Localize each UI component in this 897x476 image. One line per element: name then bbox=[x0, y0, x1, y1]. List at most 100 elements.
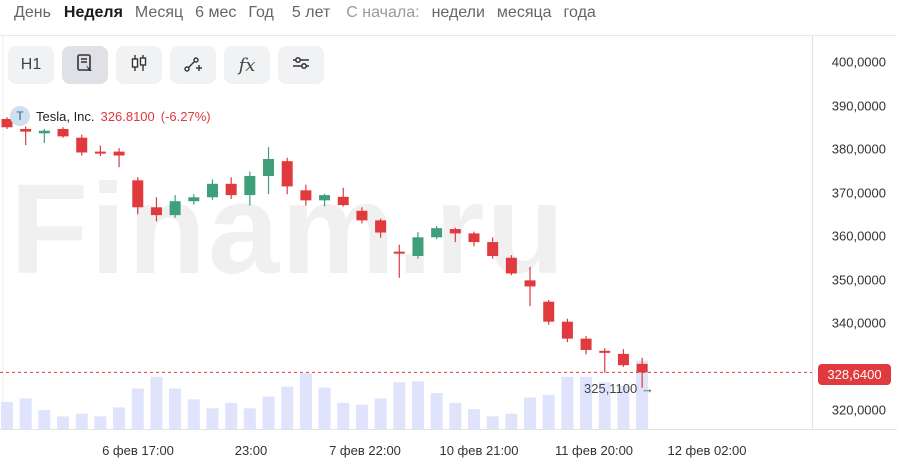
volume-bar bbox=[225, 402, 238, 429]
volume-bar bbox=[113, 407, 126, 429]
candle[interactable] bbox=[599, 348, 611, 373]
candles-icon bbox=[129, 53, 149, 78]
candle[interactable] bbox=[132, 177, 144, 215]
candle[interactable] bbox=[431, 225, 443, 240]
company-logo-letter: T bbox=[16, 109, 24, 123]
period-option[interactable]: 5 лет bbox=[291, 4, 331, 21]
candle-body bbox=[244, 175, 256, 196]
candle-body bbox=[38, 130, 50, 134]
candle[interactable] bbox=[225, 177, 237, 200]
indicators-button[interactable]: fx bbox=[224, 46, 270, 84]
candle-body bbox=[580, 338, 592, 350]
candle[interactable] bbox=[150, 197, 162, 222]
instrument-change: (-6.27%) bbox=[160, 108, 211, 124]
candle-body bbox=[375, 220, 387, 233]
candle[interactable] bbox=[206, 179, 218, 200]
volume-bar bbox=[169, 388, 182, 429]
candle-body bbox=[76, 137, 88, 153]
candle[interactable] bbox=[94, 145, 106, 156]
candle[interactable] bbox=[487, 237, 499, 259]
candle[interactable] bbox=[20, 126, 32, 146]
volume-bar bbox=[19, 398, 32, 429]
candle-body bbox=[20, 128, 32, 132]
candle[interactable] bbox=[281, 157, 293, 195]
candle[interactable] bbox=[561, 318, 573, 343]
candle-body bbox=[94, 151, 106, 154]
candle-body bbox=[561, 321, 573, 339]
x-tick-label: 12 фев 02:00 bbox=[667, 443, 747, 458]
period-option[interactable]: День bbox=[14, 4, 51, 21]
x-tick-label: 6 фев 17:00 bbox=[102, 443, 174, 458]
low-price-value: 325,1100 bbox=[584, 381, 638, 396]
volume-bar bbox=[318, 387, 331, 429]
candle[interactable] bbox=[169, 195, 181, 218]
interval-button[interactable]: H1 bbox=[8, 46, 54, 84]
x-tick-label: 10 фев 21:00 bbox=[439, 443, 519, 458]
candle-body bbox=[468, 233, 480, 243]
volume-bar bbox=[617, 385, 630, 429]
candle[interactable] bbox=[617, 349, 629, 367]
period-option[interactable]: года bbox=[563, 4, 596, 21]
candle-body bbox=[356, 210, 368, 221]
candle-body bbox=[225, 183, 237, 196]
y-tick-label: 400,0000 bbox=[831, 54, 886, 70]
interval-label: H1 bbox=[20, 56, 42, 73]
period-option[interactable]: Год bbox=[248, 4, 274, 21]
edit-document-button[interactable] bbox=[62, 46, 108, 84]
period-option[interactable]: недели bbox=[431, 4, 485, 21]
candle-body bbox=[599, 350, 611, 353]
candle[interactable] bbox=[449, 227, 461, 243]
plot-top-border bbox=[0, 35, 897, 36]
candle[interactable] bbox=[113, 148, 125, 168]
candle-body bbox=[188, 197, 200, 202]
candle[interactable] bbox=[580, 336, 592, 355]
candle[interactable] bbox=[244, 171, 256, 206]
period-selector: День Неделя Месяц 6 мес Год 5 лет С начала: нед… bbox=[0, 0, 897, 26]
volume-bar bbox=[94, 416, 107, 429]
candle[interactable] bbox=[263, 147, 275, 195]
volume-bar bbox=[411, 381, 424, 429]
volume-bar bbox=[393, 382, 406, 429]
y-tick-label: 370,0000 bbox=[831, 185, 886, 200]
price-chart[interactable] bbox=[0, 36, 812, 429]
candle[interactable] bbox=[393, 244, 405, 278]
candle[interactable] bbox=[543, 299, 555, 325]
candle[interactable] bbox=[319, 193, 331, 207]
drawing-tools-button[interactable] bbox=[170, 46, 216, 84]
candle-body bbox=[132, 180, 144, 208]
period-option[interactable]: месяца bbox=[496, 4, 552, 21]
candle-body bbox=[263, 159, 275, 176]
period-option[interactable]: 6 мес bbox=[195, 4, 237, 21]
candle-body bbox=[617, 353, 629, 366]
volume-bar bbox=[150, 376, 163, 429]
candle[interactable] bbox=[76, 134, 88, 156]
candle-body bbox=[1, 118, 13, 128]
candle[interactable] bbox=[505, 255, 517, 276]
volume-bar bbox=[449, 402, 462, 429]
candle-body bbox=[393, 251, 405, 254]
instrument-name: Tesla, Inc. bbox=[36, 108, 95, 124]
price-axis[interactable]: 400,0000 390,0000 380,0000 370,0000 360,0000… bbox=[812, 36, 897, 429]
period-option[interactable]: Неделя bbox=[63, 4, 123, 21]
document-edit-icon bbox=[75, 53, 95, 78]
period-option[interactable]: Месяц bbox=[134, 4, 184, 21]
volume-bar bbox=[299, 373, 312, 429]
candle[interactable] bbox=[337, 187, 349, 207]
candle[interactable] bbox=[300, 184, 312, 206]
volume-bar bbox=[262, 396, 275, 429]
chart-type-button[interactable] bbox=[116, 46, 162, 84]
candle[interactable] bbox=[356, 207, 368, 224]
candle[interactable] bbox=[1, 117, 13, 129]
volume-bar bbox=[75, 413, 88, 429]
x-tick-label: 23:00 bbox=[234, 443, 268, 458]
candle[interactable] bbox=[468, 231, 480, 247]
candle[interactable] bbox=[412, 232, 424, 259]
candle[interactable] bbox=[57, 127, 69, 138]
candle[interactable] bbox=[188, 194, 200, 205]
chart-settings-button[interactable] bbox=[278, 46, 324, 84]
time-axis[interactable]: 6 фев 17:00 23:00 7 фев 22:00 10 фев 21:00 1… bbox=[0, 429, 897, 476]
y-tick-label: 380,0000 bbox=[831, 141, 886, 157]
candle[interactable] bbox=[38, 128, 50, 143]
candle[interactable] bbox=[524, 266, 536, 307]
candle[interactable] bbox=[375, 218, 387, 238]
